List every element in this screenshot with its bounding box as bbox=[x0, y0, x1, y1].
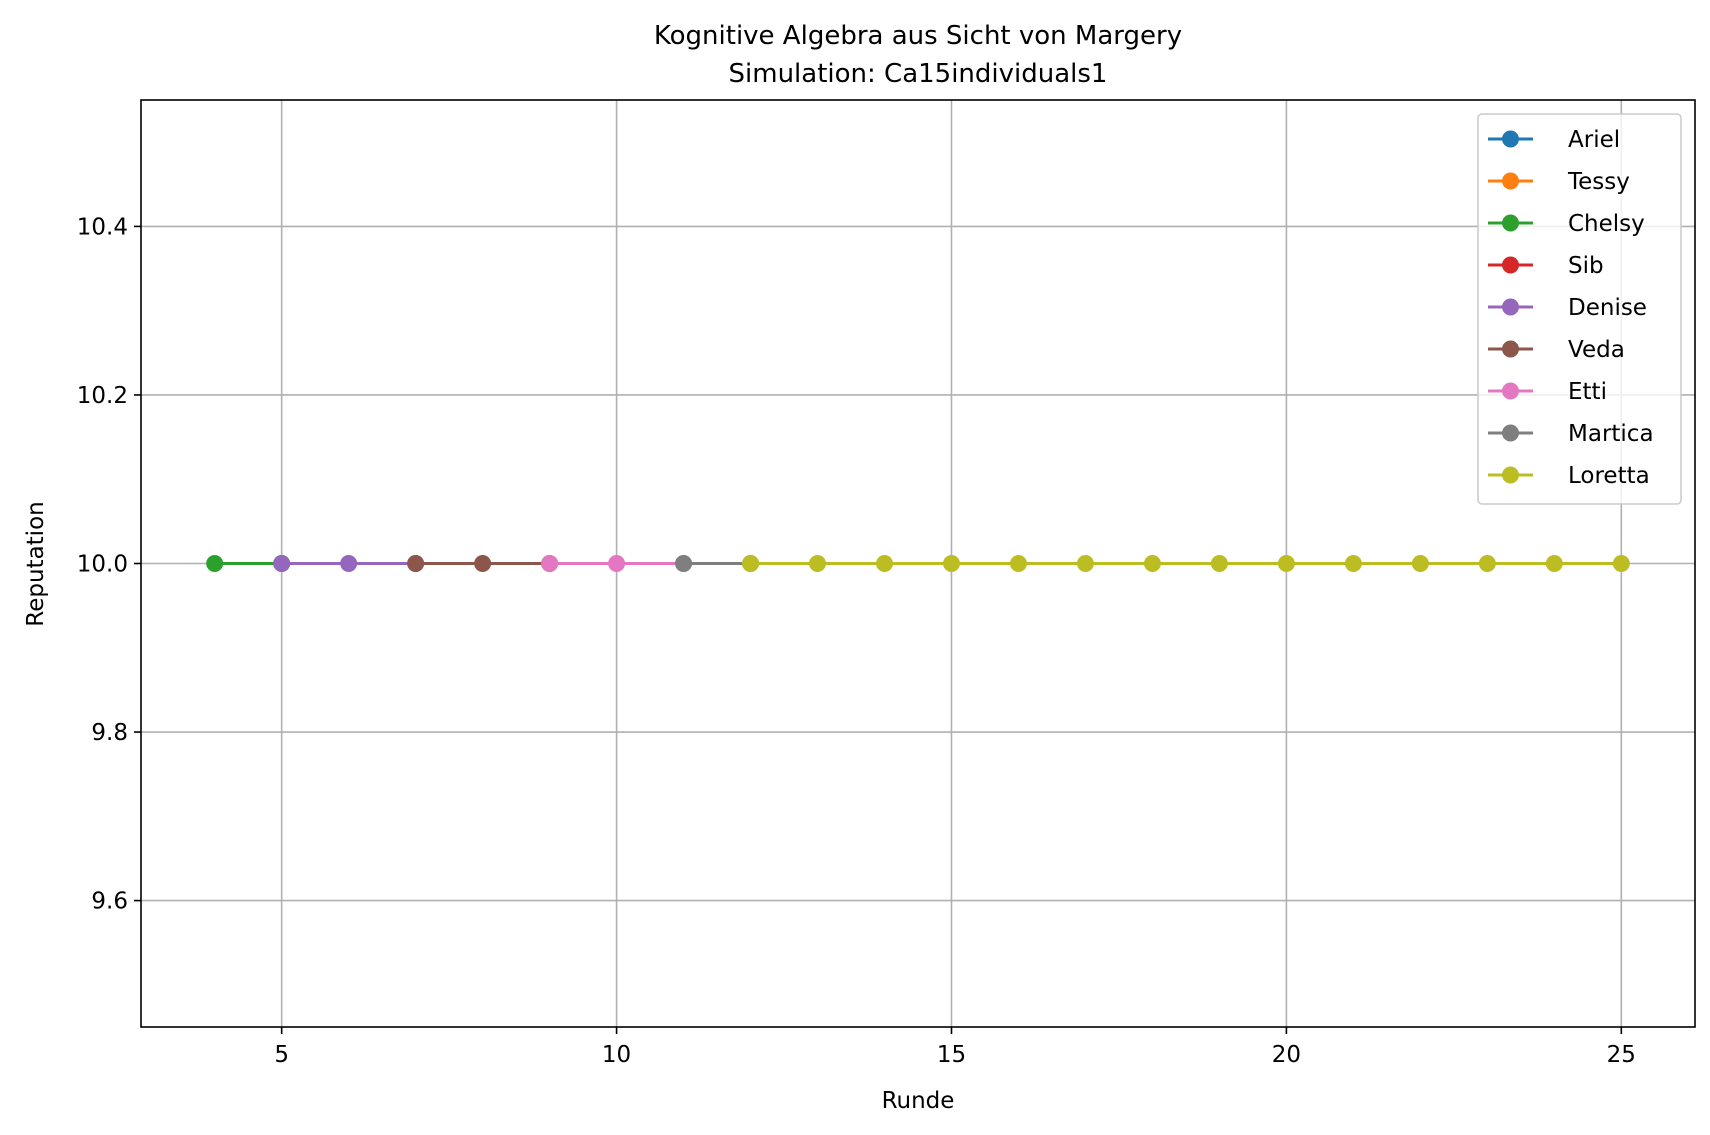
data-point-loretta bbox=[1076, 555, 1094, 572]
x-tick-label: 25 bbox=[1607, 1042, 1636, 1068]
legend-label-denise: Denise bbox=[1568, 295, 1647, 321]
data-point-loretta bbox=[876, 555, 894, 572]
legend: Ariel Tessy Chelsy Sib Denise Veda Etti Martica… bbox=[1477, 113, 1682, 505]
data-point-loretta bbox=[1545, 555, 1563, 572]
data-point-denise bbox=[340, 555, 358, 572]
data-point-denise bbox=[273, 555, 291, 572]
legend-label-tessy: Tessy bbox=[1567, 169, 1630, 195]
axis-ticks: 5 10 15 20 25 9.6 9.8 10.0 10.2 10.4 bbox=[77, 214, 1636, 1068]
x-tick-label: 20 bbox=[1272, 1042, 1301, 1068]
series-layer bbox=[206, 555, 1630, 572]
data-point-loretta bbox=[942, 555, 960, 572]
data-point-loretta bbox=[1009, 555, 1027, 572]
data-point-loretta bbox=[742, 555, 760, 572]
legend-label-sib: Sib bbox=[1568, 253, 1604, 279]
x-tick-label: 5 bbox=[274, 1042, 289, 1068]
data-point-loretta bbox=[1478, 555, 1496, 572]
y-axis-label: Reputation bbox=[23, 501, 49, 626]
legend-box bbox=[1477, 113, 1682, 505]
legend-label-etti: Etti bbox=[1568, 379, 1607, 405]
legend-marker-veda bbox=[1502, 340, 1519, 358]
chart-title: Kognitive Algebra aus Sicht von Margery bbox=[654, 21, 1182, 51]
y-tick-label: 9.6 bbox=[91, 889, 128, 915]
data-point-chelsy bbox=[206, 555, 224, 572]
data-point-loretta bbox=[1344, 555, 1362, 572]
data-point-etti bbox=[541, 555, 559, 572]
legend-marker-loretta bbox=[1502, 466, 1519, 484]
data-point-loretta bbox=[1612, 555, 1630, 572]
x-axis-label: Runde bbox=[882, 1088, 955, 1114]
y-tick-label: 10.2 bbox=[77, 383, 128, 409]
legend-marker-chelsy bbox=[1502, 214, 1519, 232]
legend-marker-denise bbox=[1502, 298, 1519, 316]
data-point-veda bbox=[474, 555, 492, 572]
data-point-martica bbox=[675, 555, 693, 572]
data-point-loretta bbox=[809, 555, 827, 572]
legend-label-loretta: Loretta bbox=[1568, 463, 1650, 489]
legend-label-chelsy: Chelsy bbox=[1568, 211, 1645, 237]
legend-label-veda: Veda bbox=[1568, 337, 1625, 363]
data-point-loretta bbox=[1210, 555, 1228, 572]
data-point-loretta bbox=[1143, 555, 1161, 572]
chart-subtitle: Simulation: Ca15individuals1 bbox=[729, 59, 1108, 89]
y-tick-label: 10.0 bbox=[77, 552, 128, 578]
data-point-etti bbox=[608, 555, 626, 572]
x-tick-label: 15 bbox=[937, 1042, 966, 1068]
legend-label-martica: Martica bbox=[1568, 421, 1654, 447]
y-tick-label: 10.4 bbox=[77, 214, 128, 240]
data-point-loretta bbox=[1277, 555, 1295, 572]
legend-marker-ariel bbox=[1502, 130, 1519, 148]
legend-label-ariel: Ariel bbox=[1568, 127, 1620, 153]
legend-marker-tessy bbox=[1502, 172, 1519, 190]
x-tick-label: 10 bbox=[602, 1042, 631, 1068]
y-tick-label: 9.8 bbox=[91, 720, 128, 746]
data-point-veda bbox=[407, 555, 425, 572]
legend-marker-etti bbox=[1502, 382, 1519, 400]
legend-marker-sib bbox=[1502, 256, 1519, 274]
legend-marker-martica bbox=[1502, 424, 1519, 442]
data-point-loretta bbox=[1411, 555, 1429, 572]
